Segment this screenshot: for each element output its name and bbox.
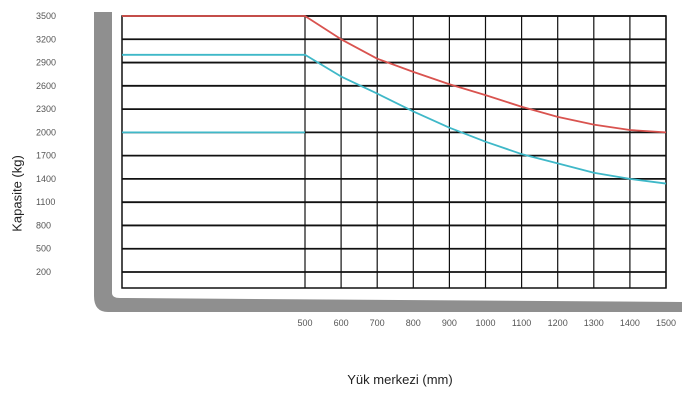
y-tick-label: 2300 [36,104,56,114]
x-tick-label: 1500 [656,318,676,328]
x-tick-label: 1000 [475,318,495,328]
y-tick-label: 1400 [36,174,56,184]
y-tick-label: 3500 [36,11,56,21]
x-tick-labels: 500 600 700 800 900 1000 1100 1200 1300 1400 1500 [297,318,676,328]
x-tick-label: 1300 [584,318,604,328]
x-axis-label: Yük merkezi (mm) [347,372,453,387]
y-axis-label: Kapasite (kg) [9,155,25,232]
x-tick-label: 1100 [512,318,531,328]
series-line-2 [122,53,667,185]
y-tick-label: 1100 [36,197,55,207]
y-tick-label: 2600 [36,81,56,91]
chart-grid [121,15,667,289]
chart-series [122,15,667,185]
x-tick-label: 700 [370,318,385,328]
y-tick-label: 2000 [36,127,56,137]
x-tick-label: 900 [442,318,457,328]
x-tick-label: 1400 [620,318,640,328]
y-tick-labels: 3500 3200 2900 2600 2300 2000 1700 1400 1100 800 5… [36,11,56,277]
x-tick-label: 1200 [548,318,568,328]
y-tick-label: 200 [36,267,51,277]
plot-area [121,15,667,289]
series-line-1 [122,15,667,134]
x-tick-label: 500 [297,318,312,328]
y-tick-label: 500 [36,244,51,254]
x-tick-label: 800 [406,318,421,328]
y-tick-label: 2900 [36,58,56,68]
y-tick-label: 800 [36,220,51,230]
y-tick-label: 1700 [36,151,56,161]
y-tick-label: 3200 [36,34,56,44]
x-tick-label: 600 [334,318,349,328]
